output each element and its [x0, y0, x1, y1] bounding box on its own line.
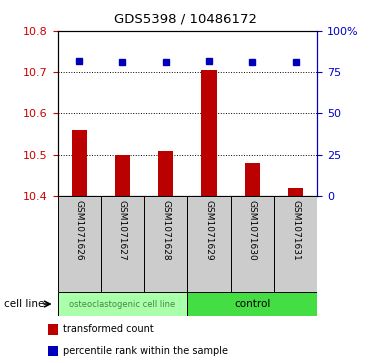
Text: GSM1071627: GSM1071627	[118, 200, 127, 261]
Text: GSM1071626: GSM1071626	[75, 200, 83, 261]
Bar	[245, 163, 260, 196]
Bar	[72, 130, 87, 196]
Bar	[58, 196, 101, 292]
Text: GSM1071629: GSM1071629	[204, 200, 213, 261]
Text: control: control	[234, 299, 270, 309]
Bar	[201, 70, 217, 196]
Bar	[48, 324, 58, 335]
Text: GSM1071630: GSM1071630	[248, 200, 257, 261]
Text: percentile rank within the sample: percentile rank within the sample	[63, 346, 228, 356]
Bar	[101, 196, 144, 292]
Bar	[144, 196, 187, 292]
Bar	[187, 292, 317, 316]
Bar	[115, 155, 130, 196]
Bar	[231, 196, 274, 292]
Bar	[274, 196, 317, 292]
Bar	[48, 346, 58, 356]
Text: GSM1071628: GSM1071628	[161, 200, 170, 261]
Bar	[187, 196, 231, 292]
Text: transformed count: transformed count	[63, 325, 154, 334]
Text: GDS5398 / 10486172: GDS5398 / 10486172	[114, 13, 257, 26]
Text: GSM1071631: GSM1071631	[291, 200, 300, 261]
Text: osteoclastogenic cell line: osteoclastogenic cell line	[69, 299, 175, 309]
Bar	[58, 292, 187, 316]
Bar	[158, 151, 173, 196]
Bar	[288, 188, 303, 196]
Text: cell line: cell line	[4, 299, 44, 309]
